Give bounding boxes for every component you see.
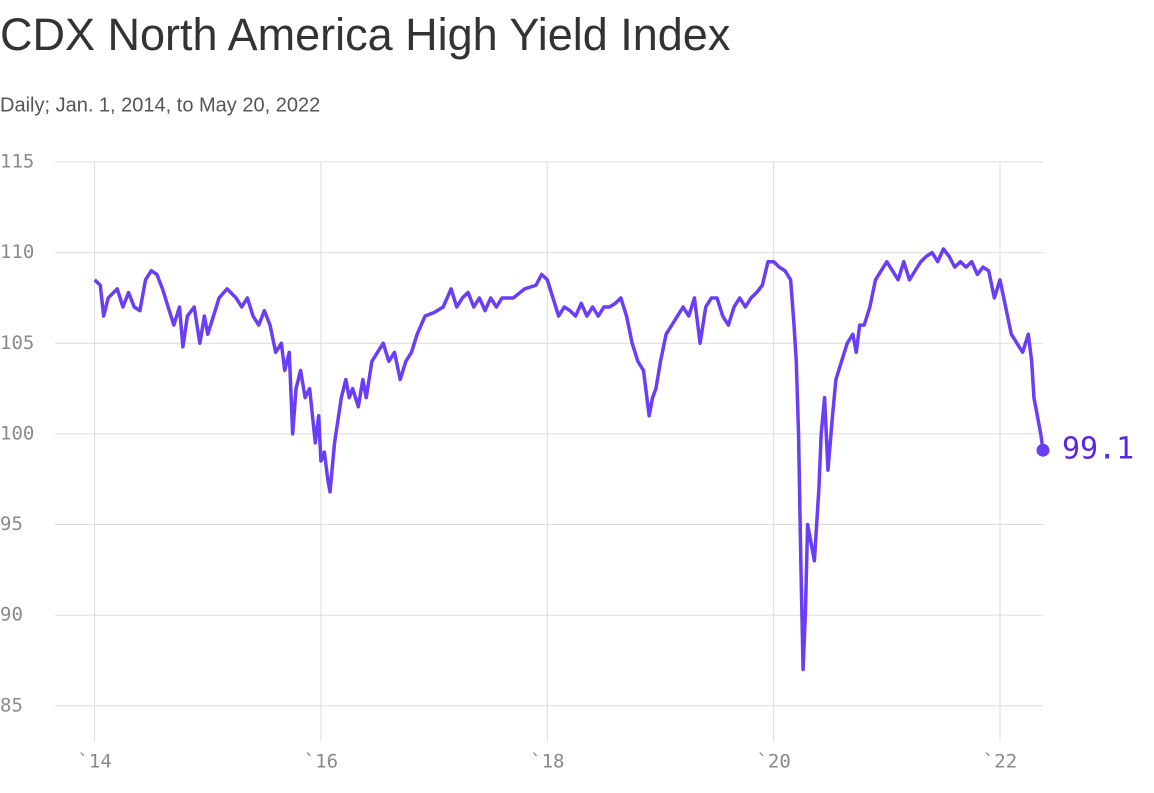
- end-point: [1036, 443, 1050, 457]
- y-tick-label: 100: [0, 422, 34, 444]
- x-tick-label: `20: [756, 751, 790, 773]
- x-tick-label: `14: [77, 751, 111, 773]
- y-tick-label: 115: [0, 151, 34, 173]
- y-tick-label: 105: [0, 332, 34, 354]
- y-tick-label: 90: [0, 604, 23, 626]
- end-label: 99.1: [1062, 432, 1134, 467]
- x-tick-label: `16: [304, 751, 338, 773]
- y-tick-label: 110: [0, 241, 34, 263]
- x-tick-label: `18: [530, 751, 564, 773]
- x-tick-label: `22: [983, 751, 1017, 773]
- data-line: [93, 247, 1045, 672]
- chart-subtitle: Daily; Jan. 1, 2014, to May 20, 2022: [0, 94, 320, 116]
- y-tick-label: 85: [0, 694, 23, 716]
- y-tick-label: 95: [0, 513, 23, 535]
- chart-title: CDX North America High Yield Index: [0, 9, 731, 60]
